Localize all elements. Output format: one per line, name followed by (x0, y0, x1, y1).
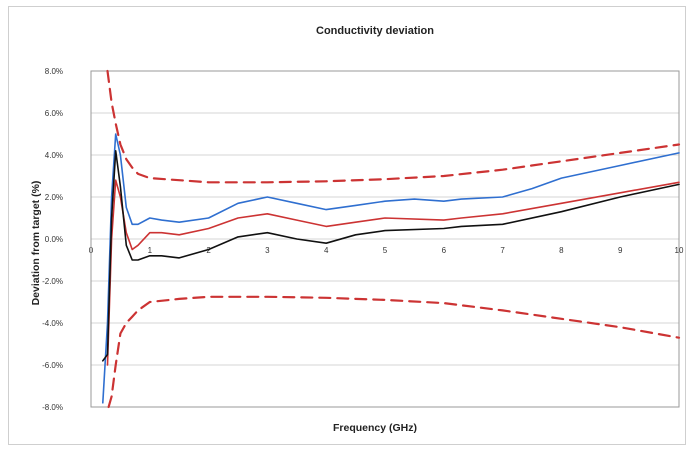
y-axis-ticks: -8.0% -6.0% -4.0% -2.0% 0.0% 2.0% 4.0% 6.0% 8.0% (42, 67, 63, 412)
x-tick-label: 4 (324, 246, 329, 255)
x-axis-ticks: 0 1 2 3 4 5 6 7 8 9 10 (89, 246, 684, 255)
x-tick-label: 3 (265, 246, 270, 255)
y-tick-label: -2.0% (42, 277, 63, 286)
lower-limit-dashed-line (107, 295, 681, 409)
series-line-black (102, 150, 680, 362)
y-tick-label: 6.0% (45, 109, 63, 118)
y-tick-label: -4.0% (42, 319, 63, 328)
x-axis-label: Frequency (GHz) (333, 422, 417, 434)
x-tick-label: 5 (383, 246, 388, 255)
series-line-red (106, 179, 680, 366)
plot-area (90, 70, 680, 408)
chart-frame: Conductivity deviation -8.0% -6.0% -4.0% -2… (8, 6, 686, 445)
x-tick-label: 6 (442, 246, 447, 255)
y-tick-label: 2.0% (45, 193, 63, 202)
y-tick-label: 8.0% (45, 67, 63, 76)
y-tick-label: 0.0% (45, 235, 63, 244)
x-tick-label: 1 (148, 246, 153, 255)
chart: Conductivity deviation -8.0% -6.0% -4.0% -2… (30, 25, 684, 434)
chart-title: Conductivity deviation (316, 25, 434, 37)
grid-lines (91, 70, 679, 408)
y-axis-label: Deviation from target (%) (30, 181, 42, 306)
y-tick-label: -6.0% (42, 361, 63, 370)
x-tick-label: 2 (206, 246, 211, 255)
x-tick-label: 9 (618, 246, 623, 255)
series-layer (102, 69, 681, 409)
x-tick-label: 7 (500, 246, 505, 255)
x-tick-label: 8 (559, 246, 564, 255)
y-tick-label: 4.0% (45, 151, 63, 160)
series-line-blue (102, 133, 680, 404)
y-tick-label: -8.0% (42, 403, 63, 412)
upper-limit-dashed-line (106, 69, 681, 184)
